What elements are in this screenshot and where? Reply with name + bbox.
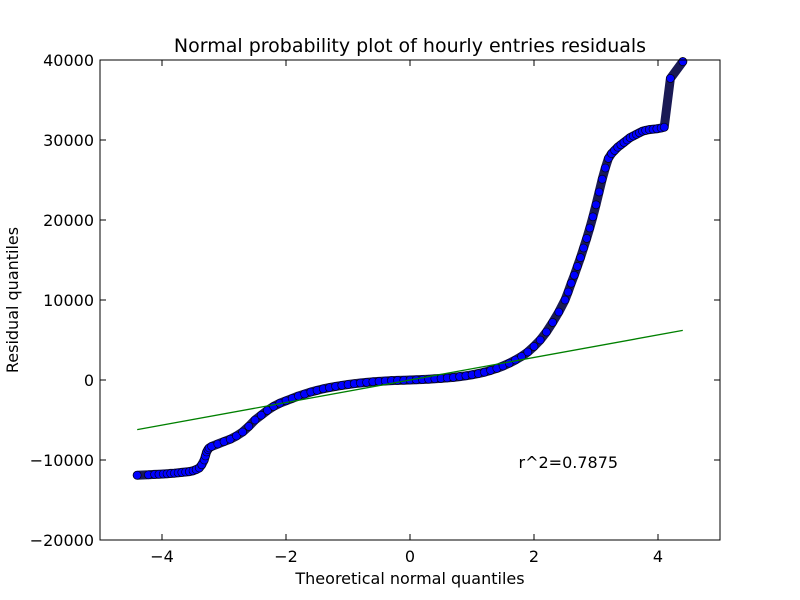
data-point [666, 74, 675, 83]
data-point [256, 410, 266, 420]
y-tick-label: 30000 [43, 131, 94, 150]
axis-ticks: −4 −2 0 2 4 −20000 −10000 0 10000 20000 30000 40000 [30, 51, 720, 566]
x-tick-label: 2 [529, 547, 539, 566]
y-tick-label: 20000 [43, 211, 94, 230]
y-axis-label: Residual quantiles [3, 227, 22, 373]
data-point [535, 335, 545, 345]
x-tick-label: −2 [274, 547, 298, 566]
data-point [582, 234, 592, 243]
data-point [576, 253, 585, 262]
data-point [232, 431, 241, 441]
data-point [597, 174, 607, 184]
data-point [238, 427, 247, 437]
data-point [523, 347, 533, 357]
data-point [569, 270, 579, 280]
data-point [594, 187, 604, 197]
chart-title: Normal probability plot of hourly entrie… [174, 35, 646, 57]
x-tick-label: 0 [405, 547, 415, 566]
plot-marks [132, 57, 688, 480]
y-tick-label: 10000 [43, 291, 94, 310]
y-tick-label: 0 [84, 371, 94, 390]
data-points-band [132, 57, 688, 480]
data-point [600, 163, 610, 173]
fit-line [137, 329, 683, 431]
x-tick-label: −4 [150, 547, 174, 566]
data-point [591, 200, 601, 210]
data-point [250, 415, 260, 425]
data-point [517, 352, 526, 361]
data-point [573, 262, 582, 271]
y-tick-label: −10000 [30, 451, 94, 470]
x-tick-label: 4 [653, 547, 663, 566]
data-point [659, 122, 669, 132]
data-point [585, 223, 595, 233]
data-point [548, 318, 557, 327]
data-point [132, 470, 142, 480]
data-point [566, 278, 576, 288]
y-tick-label: −20000 [30, 531, 94, 550]
data-point [588, 212, 598, 222]
data-point [579, 243, 588, 253]
data-point [554, 307, 564, 317]
data-point [542, 327, 551, 337]
x-axis-label: Theoretical normal quantiles [294, 569, 524, 588]
y-tick-label: 40000 [43, 51, 94, 70]
data-point [529, 342, 539, 351]
data-point [560, 295, 570, 305]
r-squared-annotation: r^2=0.7875 [519, 453, 619, 472]
data-point [563, 287, 573, 297]
data-point [244, 422, 254, 431]
data-point [678, 57, 688, 66]
